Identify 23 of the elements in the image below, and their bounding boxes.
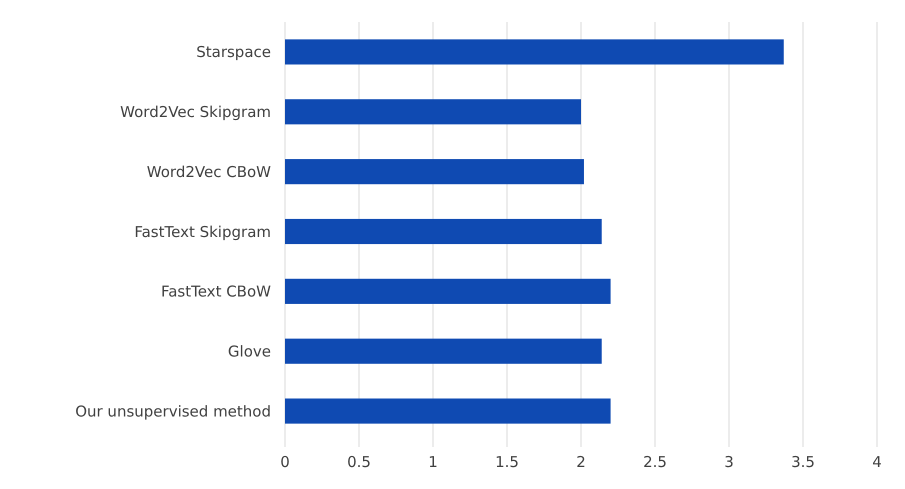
y-tick-label: Word2Vec CBoW [146, 162, 272, 181]
bar [285, 218, 602, 244]
bar [285, 99, 581, 124]
x-tick-label: 2 [576, 453, 586, 471]
y-tick-label: Glove [228, 342, 271, 360]
bar [285, 398, 611, 424]
x-tick-label: 3 [724, 453, 734, 471]
x-tick-label: 1.5 [495, 453, 519, 471]
y-tick-label: Word2Vec Skipgram [120, 103, 271, 122]
y-tick-label: FastText Skipgram [134, 222, 271, 241]
x-tick-label: 1 [428, 453, 438, 471]
x-tick-label: 0 [280, 453, 290, 471]
x-tick-label: 3.5 [791, 453, 815, 471]
y-tick-label: Our unsupervised method [75, 402, 271, 420]
bar [285, 278, 611, 304]
x-tick-label: 2.5 [643, 453, 667, 471]
x-tick-label: 0.5 [347, 453, 371, 471]
x-tick-label: 4 [872, 453, 882, 471]
bar [285, 159, 584, 184]
bar [285, 338, 602, 364]
y-tick-label: Starspace [196, 43, 271, 62]
y-tick-label: FastText CBoW [160, 282, 272, 301]
bar [285, 39, 784, 64]
